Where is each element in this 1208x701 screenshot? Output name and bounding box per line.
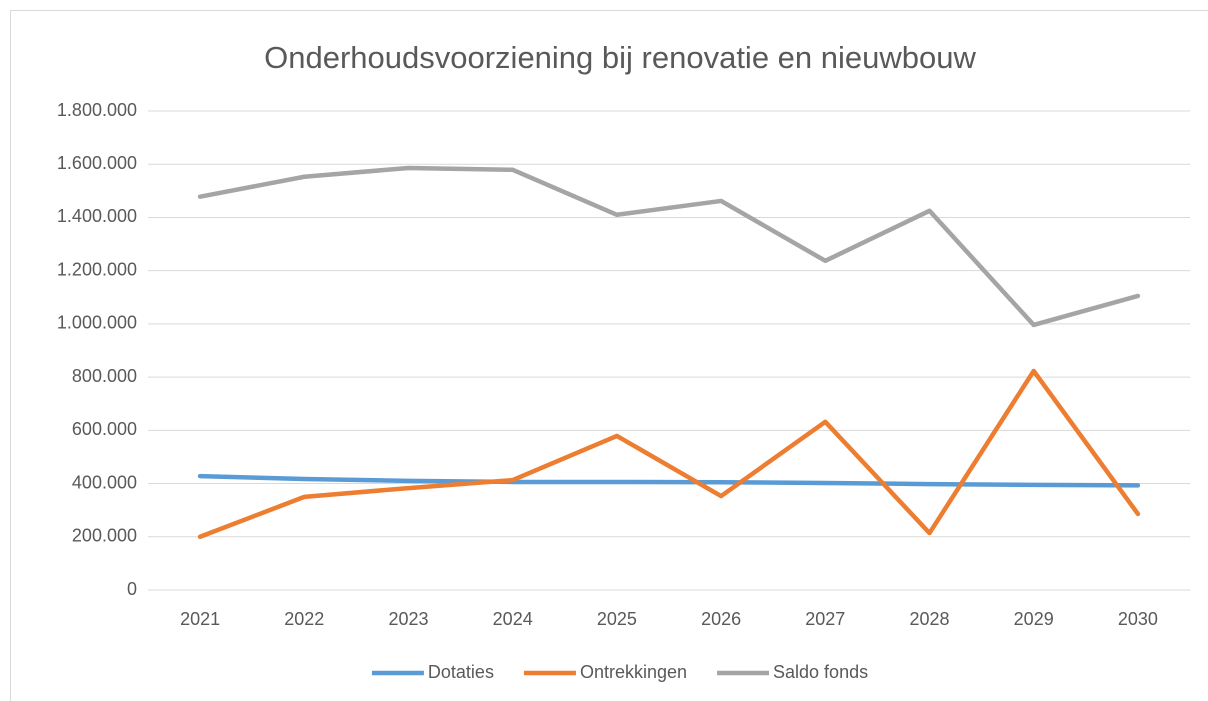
y-tick-label: 1.000.000 (57, 313, 137, 333)
x-tick-label: 2021 (180, 609, 220, 629)
chart-border (10, 10, 1208, 701)
x-tick-label: 2022 (284, 609, 324, 629)
legend-label: Saldo fonds (773, 662, 868, 682)
legend-label: Ontrekkingen (580, 662, 687, 682)
y-tick-label: 1.800.000 (57, 100, 137, 120)
series-line (197, 165, 1141, 328)
x-tick-label: 2024 (493, 609, 533, 629)
y-tick-label: 400.000 (72, 472, 137, 492)
x-tick-label: 2028 (909, 609, 949, 629)
y-tick-label: 200.000 (72, 526, 137, 546)
y-tick-label: 0 (127, 579, 137, 599)
y-tick-label: 1.200.000 (57, 259, 137, 279)
x-tick-label: 2027 (805, 609, 845, 629)
chart-title: Onderhoudsvoorziening bij renovatie en n… (264, 40, 976, 75)
x-tick-label: 2025 (597, 609, 637, 629)
legend-label: Dotaties (428, 662, 494, 682)
x-tick-label: 2029 (1014, 609, 1054, 629)
x-tick-label: 2030 (1118, 609, 1158, 629)
x-tick-label: 2026 (701, 609, 741, 629)
x-tick-label: 2023 (388, 609, 428, 629)
series-line (197, 368, 1141, 540)
series-line (197, 473, 1141, 488)
y-tick-label: 1.600.000 (57, 153, 137, 173)
y-tick-label: 600.000 (72, 419, 137, 439)
y-tick-label: 1.400.000 (57, 206, 137, 226)
y-tick-label: 800.000 (72, 366, 137, 386)
